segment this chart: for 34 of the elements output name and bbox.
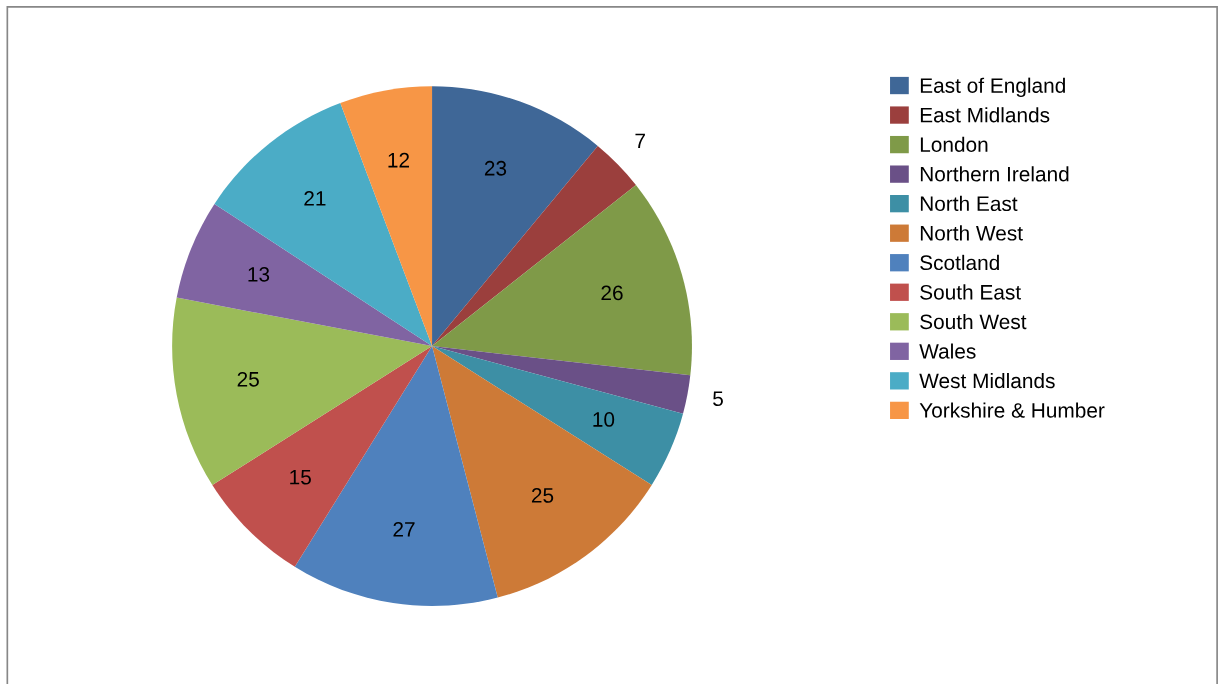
data-label: 13 (248, 266, 270, 282)
data-label: 26 (601, 285, 623, 301)
data-label: 21 (304, 191, 326, 206)
pie-slice (432, 86, 598, 347)
legend-label: North West (920, 225, 1023, 241)
pie-slice (432, 184, 692, 376)
legend-label: West Midlands (919, 372, 1055, 389)
pie-slice (432, 145, 636, 347)
legend-label: London (920, 136, 988, 152)
legend-label: Scotland (920, 254, 999, 271)
data-label: 10 (593, 412, 615, 427)
data-label: 15 (290, 469, 311, 485)
pie-slice (432, 346, 652, 598)
data-label: 5 (713, 391, 723, 407)
data-label: 27 (393, 521, 415, 537)
data-label: 25 (531, 488, 554, 503)
data-label: 7 (635, 133, 645, 148)
legend-label: North East (920, 195, 1018, 212)
pie-slice (212, 346, 433, 567)
data-label: 23 (484, 160, 507, 176)
pie-slice (340, 86, 433, 347)
legend-label: East Midlands (920, 107, 1050, 123)
legend-label: South East (920, 284, 1021, 300)
data-label: 12 (388, 152, 410, 168)
pie-slice (432, 346, 691, 414)
pie-slice (432, 346, 684, 485)
data-label: 25 (237, 371, 259, 387)
legend-label: Northern Ireland (920, 166, 1069, 182)
pie-slice (214, 102, 433, 347)
legend-label: Yorkshire & Humber (919, 402, 1105, 418)
legend-label: South West (920, 313, 1027, 330)
legend-label: Wales (919, 343, 976, 359)
pie-slice (172, 297, 433, 485)
legend-label: East of England (920, 77, 1065, 98)
